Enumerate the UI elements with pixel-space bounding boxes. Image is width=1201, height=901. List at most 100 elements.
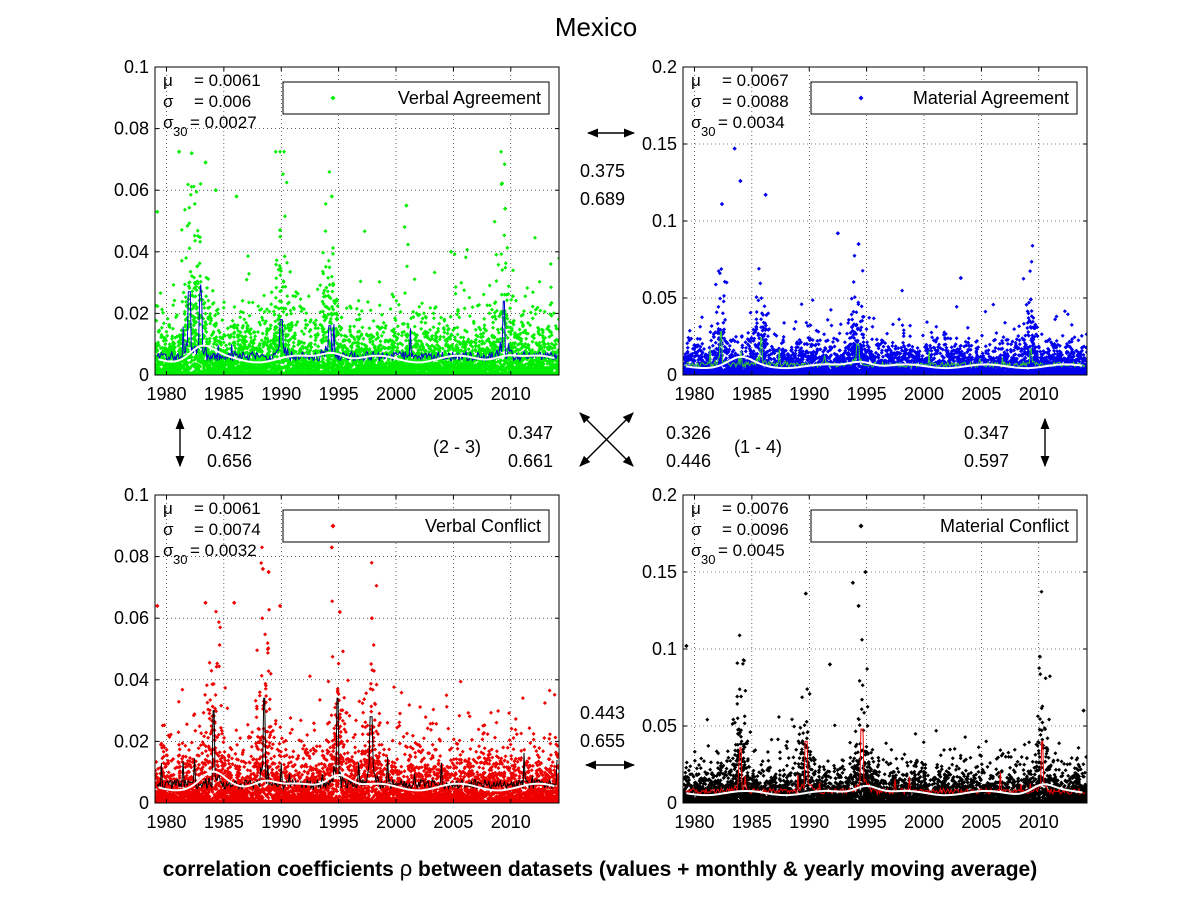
stat-sigma30-value: = 0.0034	[718, 113, 785, 132]
scatter-points	[155, 149, 559, 375]
legend-box	[282, 509, 550, 543]
x-tick-label-1985: 1985	[204, 384, 244, 404]
legend-box	[810, 509, 1078, 543]
scatter-point-cloud	[683, 569, 1087, 803]
legend-marker	[858, 523, 864, 529]
legend: Material Agreement	[810, 81, 1078, 115]
grid-lines	[683, 67, 1087, 375]
stat-mu-value: = 0.0076	[722, 499, 789, 518]
scatter-point-cloud	[155, 149, 559, 375]
caption-part-1: correlation coefficients	[163, 858, 400, 881]
corr-left-value-1: 0.412	[207, 423, 252, 443]
stat-sigma30-subscript: 30	[701, 124, 715, 139]
corr-right-value-2: 0.597	[964, 451, 1009, 471]
corr-top-value-1: 0.375	[580, 161, 625, 181]
stat-mu-symbol: μ	[691, 71, 701, 90]
legend-label: Material Agreement	[913, 88, 1069, 108]
corr-top-value-2: 0.689	[580, 189, 625, 209]
monthly-average-line	[156, 284, 558, 363]
stat-mu-symbol: μ	[163, 71, 173, 90]
stat-sigma30-symbol: σ	[691, 541, 702, 560]
y-tick-label: 0.04	[114, 670, 149, 690]
y-tick-label: 0.08	[114, 547, 149, 567]
x-tick-label-2010: 2010	[1019, 812, 1059, 832]
yearly-average-line	[158, 770, 555, 792]
legend-box	[810, 81, 1078, 115]
yearly-average-line	[158, 344, 555, 364]
stat-sigma30-value: = 0.0027	[190, 113, 257, 132]
stat-sigma30-value: = 0.0032	[190, 541, 257, 560]
y-tick-label: 0.1	[652, 211, 677, 231]
corr-diag-14-value-2: 0.446	[666, 451, 711, 471]
x-tick-label-1990: 1990	[261, 812, 301, 832]
stat-sigma30-symbol: σ	[691, 113, 702, 132]
y-tick-label: 0.05	[642, 288, 677, 308]
y-tick-label: 0.2	[652, 57, 677, 77]
y-tick-label: 0.1	[652, 639, 677, 659]
legend-marker	[858, 95, 864, 101]
corr-left-value-2: 0.656	[207, 451, 252, 471]
y-tick-label: 0.2	[652, 485, 677, 505]
y-tick-label: 0.15	[642, 134, 677, 154]
tick-marks	[683, 66, 1087, 376]
x-tick-label-1995: 1995	[847, 384, 887, 404]
x-tick-label-2010: 2010	[491, 812, 531, 832]
y-tick-label: 0.06	[114, 180, 149, 200]
y-tick-label: 0.06	[114, 608, 149, 628]
y-tick-label: 0	[139, 365, 149, 385]
x-tick-label-2000: 2000	[376, 384, 416, 404]
stat-sigma-symbol: σ	[163, 520, 174, 539]
panel-verbal-conflict: 1980 1985 1990 1995 2000 2005 2010 0 0.02 0.04 0.0…	[114, 485, 560, 832]
x-tick-label-1985: 1985	[732, 384, 772, 404]
x-tick-label-1990: 1990	[789, 384, 829, 404]
x-tick-label-1980: 1980	[674, 812, 714, 832]
legend-label: Verbal Conflict	[425, 516, 541, 536]
stat-mu-value: = 0.0061	[194, 499, 261, 518]
y-tick-label: 0	[667, 365, 677, 385]
y-tick-label: 0	[667, 793, 677, 813]
x-tick-label-2005: 2005	[433, 384, 473, 404]
scatter-point-cloud	[155, 545, 559, 803]
zero-value-band	[683, 800, 1087, 803]
x-tick-label-1985: 1985	[204, 812, 244, 832]
stat-sigma30-value: = 0.0045	[718, 541, 785, 560]
stat-sigma30-symbol: σ	[163, 113, 174, 132]
x-tick-label-2005: 2005	[961, 812, 1001, 832]
corr-bottom-value-1: 0.443	[580, 703, 625, 723]
corr-diag-23-value-2: 0.661	[508, 451, 553, 471]
legend-box	[282, 81, 550, 115]
caption-part-2: between datasets (values + monthly & yea…	[412, 858, 1037, 881]
y-tick-label: 0	[139, 793, 149, 813]
figure-caption: correlation coefficients ρ between datas…	[163, 856, 1037, 881]
x-tick-label-1995: 1995	[847, 812, 887, 832]
x-tick-label-2000: 2000	[904, 384, 944, 404]
corr-bottom-value-2: 0.655	[580, 731, 625, 751]
stat-sigma-symbol: σ	[691, 92, 702, 111]
y-tick-label: 0.02	[114, 303, 149, 323]
caption-rho-symbol: ρ	[400, 856, 413, 881]
scatter-point-cloud	[683, 146, 1087, 375]
tick-marks	[155, 66, 559, 376]
scatter-points	[683, 569, 1087, 803]
y-tick-label: 0.05	[642, 716, 677, 736]
yearly-average-line	[686, 355, 1083, 370]
monthly-average-line	[156, 697, 558, 791]
stat-sigma-symbol: σ	[691, 520, 702, 539]
stat-sigma-value: = 0.0074	[194, 520, 261, 539]
connector-arrows	[175, 128, 1050, 770]
corr-diag-23-value-1: 0.347	[508, 423, 553, 443]
zero-value-band	[155, 372, 559, 375]
zero-value-band	[155, 800, 559, 803]
arrow-diagonal-1-4	[579, 412, 634, 467]
axes-frame	[154, 494, 560, 804]
stat-sigma-symbol: σ	[163, 92, 174, 111]
legend: Verbal Conflict	[282, 509, 550, 543]
stat-mu-value: = 0.0067	[722, 71, 789, 90]
pair-label-2-3: (2 - 3)	[433, 437, 481, 457]
x-tick-label-2010: 2010	[1019, 384, 1059, 404]
figure-title: Mexico	[555, 12, 637, 42]
corr-right-value-1: 0.347	[964, 423, 1009, 443]
stat-sigma-value: = 0.0088	[722, 92, 789, 111]
y-tick-label: 0.04	[114, 242, 149, 262]
stat-mu-value: = 0.0061	[194, 71, 261, 90]
